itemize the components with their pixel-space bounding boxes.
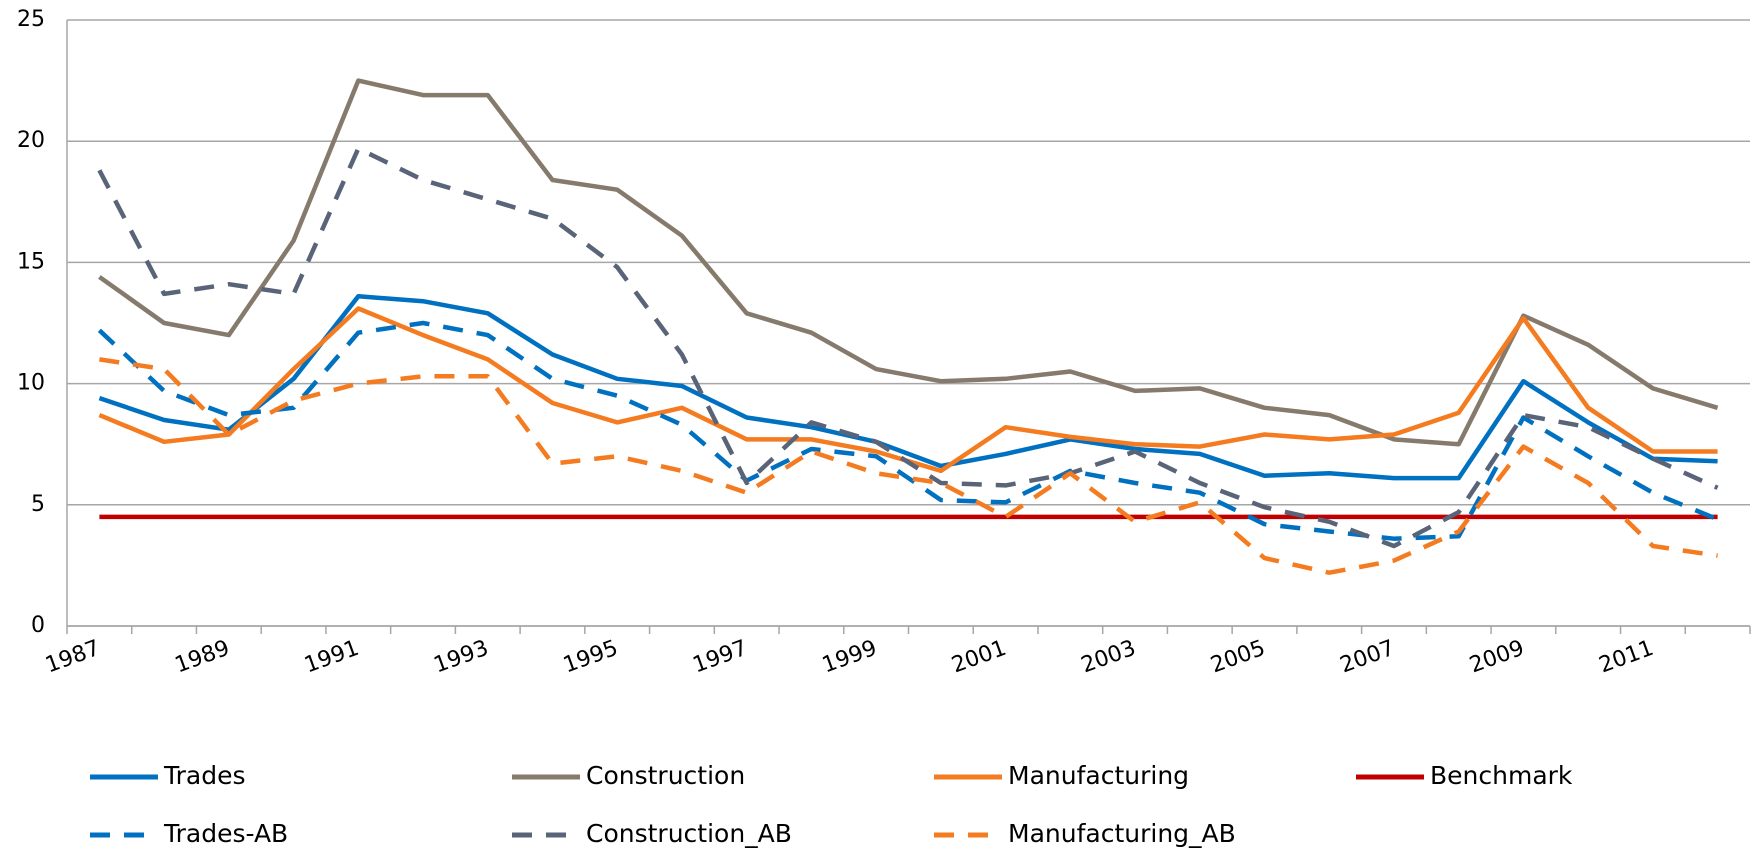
x-tick-label: 2011 [1596, 636, 1657, 679]
x-tick-label: 1987 [42, 636, 103, 679]
legend-item: Construction_AB [512, 819, 792, 848]
x-tick-label: 2001 [949, 636, 1010, 679]
legend-label: Benchmark [1430, 761, 1573, 790]
y-tick-label: 5 [31, 492, 45, 517]
legend-item: Construction [512, 761, 745, 790]
x-tick-label: 1993 [431, 636, 492, 679]
legend-label: Manufacturing [1008, 761, 1189, 790]
y-tick-label: 25 [17, 7, 45, 32]
legend-label: Trades-AB [163, 819, 288, 848]
legend-item: Trades [90, 761, 245, 790]
x-tick-label: 2009 [1466, 636, 1527, 679]
line-series [99, 357, 1718, 575]
legend-item: Manufacturing [934, 761, 1189, 790]
line-series [98, 294, 1718, 481]
x-tick-label: 1995 [560, 636, 621, 679]
line-series [97, 320, 1719, 541]
legend-item: Manufacturing_AB [934, 819, 1236, 848]
legend-label: Construction [586, 761, 745, 790]
x-tick-label: 1997 [690, 636, 751, 679]
y-tick-label: 20 [17, 128, 45, 153]
legend-label: Construction_AB [586, 819, 792, 848]
line-series [97, 146, 1719, 549]
x-tick-label: 2007 [1337, 636, 1398, 679]
legend-item: Benchmark [1356, 761, 1573, 790]
x-tick-label: 1999 [819, 636, 880, 679]
x-tick-label: 1989 [172, 636, 233, 679]
y-tick-label: 15 [17, 249, 45, 274]
legend-label: Trades [163, 761, 245, 790]
y-tick-label: 0 [31, 613, 45, 638]
legend-label: Manufacturing_AB [1008, 819, 1236, 848]
x-tick-label: 2003 [1078, 636, 1139, 679]
line-series [98, 78, 1719, 447]
x-tick-label: 2005 [1207, 636, 1268, 679]
y-tick-label: 10 [17, 371, 45, 396]
x-tick-label: 1991 [301, 636, 362, 679]
legend-item: Trades-AB [90, 819, 288, 848]
